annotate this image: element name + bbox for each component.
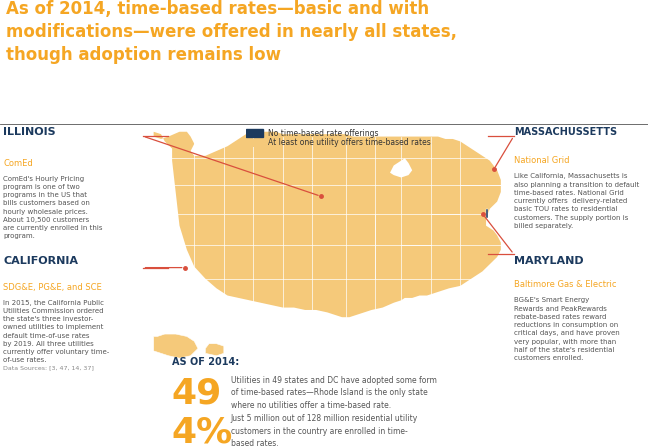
- Text: CALIFORNIA: CALIFORNIA: [3, 256, 78, 266]
- Text: National Grid: National Grid: [514, 156, 570, 165]
- Text: In 2015, the California Public
Utilities Commission ordered
the state's three in: In 2015, the California Public Utilities…: [3, 300, 110, 363]
- Text: MARYLAND: MARYLAND: [514, 256, 583, 266]
- Text: ComEd: ComEd: [3, 159, 33, 168]
- Text: 4%: 4%: [172, 415, 233, 446]
- Text: MASSACHUSSETTS: MASSACHUSSETTS: [514, 127, 617, 137]
- Text: SDG&E, PG&E, and SCE: SDG&E, PG&E, and SCE: [3, 283, 102, 292]
- Polygon shape: [154, 334, 198, 358]
- Polygon shape: [486, 209, 488, 219]
- Text: ComEd's Hourly Pricing
program is one of two
programs in the US that
bills custo: ComEd's Hourly Pricing program is one of…: [3, 176, 103, 240]
- Text: Just 5 million out of 128 million residential utility
customers in the country a: Just 5 million out of 128 million reside…: [231, 414, 418, 446]
- Text: ILLINOIS: ILLINOIS: [3, 127, 56, 137]
- Text: 49: 49: [172, 377, 222, 411]
- Text: Like California, Massachusetts is
also planning a transition to default
time-bas: Like California, Massachusetts is also p…: [514, 173, 639, 229]
- Polygon shape: [390, 158, 412, 178]
- Text: At least one utility offers time-based rates: At least one utility offers time-based r…: [268, 138, 431, 147]
- Text: Baltimore Gas & Electric: Baltimore Gas & Electric: [514, 280, 616, 289]
- Text: As of 2014, time-based rates—basic and with
modifications—were offered in nearly: As of 2014, time-based rates—basic and w…: [6, 0, 457, 64]
- Polygon shape: [205, 344, 224, 356]
- Text: Utilities in 49 states and DC have adopted some form
of time-based rates—Rhode I: Utilities in 49 states and DC have adopt…: [231, 376, 437, 410]
- Text: No time-based rate offerings: No time-based rate offerings: [268, 128, 378, 138]
- Text: AS OF 2014:: AS OF 2014:: [172, 357, 239, 367]
- Bar: [246, 129, 262, 137]
- Polygon shape: [154, 132, 501, 317]
- Text: BG&E's Smart Energy
Rewards and PeakRewards
rebate-based rates reward
reductions: BG&E's Smart Energy Rewards and PeakRewa…: [514, 297, 619, 361]
- Text: Data Sources: [3, 47, 14, 37]: Data Sources: [3, 47, 14, 37]: [3, 365, 94, 370]
- Bar: [246, 139, 262, 146]
